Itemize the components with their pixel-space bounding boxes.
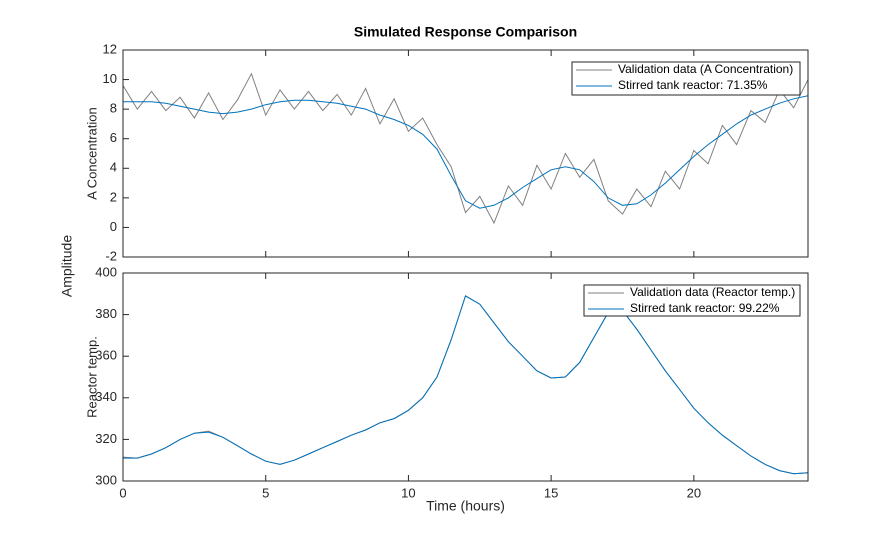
x-axis-label: Time (hours) <box>426 498 505 514</box>
x-tick-label: 15 <box>544 485 558 500</box>
legend-label: Validation data (A Concentration) <box>618 62 793 76</box>
y-tick-label: 12 <box>103 41 117 56</box>
legend-label: Validation data (Reactor temp.) <box>630 285 795 299</box>
x-tick-label: 5 <box>262 485 269 500</box>
y-tick-label: 380 <box>95 306 117 321</box>
y-tick-label: 10 <box>103 71 117 86</box>
y-tick-label: 320 <box>95 431 117 446</box>
y-tick-label: 6 <box>110 130 117 145</box>
legend-box <box>583 284 801 317</box>
axes-box <box>122 49 809 258</box>
series-line <box>123 295 809 475</box>
figure-y-label: Amplitude <box>59 235 75 297</box>
x-tick-label: 20 <box>687 485 701 500</box>
y-axis-label: A Concentration <box>84 107 99 200</box>
y-tick-label: 300 <box>95 472 117 487</box>
y-tick-label: 8 <box>110 101 117 116</box>
y-tick-label: 340 <box>95 389 117 404</box>
axes-box <box>122 272 809 482</box>
x-tick-label: 0 <box>119 485 126 500</box>
chart-title: Simulated Response Comparison <box>354 24 577 40</box>
legend-label: Stirred tank reactor: 99.22% <box>630 301 780 315</box>
series-line <box>123 95 809 209</box>
y-tick-label: 2 <box>110 189 117 204</box>
series-line <box>122 72 809 225</box>
y-tick-label: 0 <box>110 219 117 234</box>
legend-label: Stirred tank reactor: 71.35% <box>618 78 768 92</box>
x-tick-label: 10 <box>401 485 415 500</box>
y-tick-label: 360 <box>95 348 117 363</box>
y-axis-label: Reactor temp. <box>84 336 99 418</box>
y-tick-label: 400 <box>95 264 117 279</box>
y-tick-label: -2 <box>105 248 117 263</box>
legend-box <box>571 61 801 96</box>
y-tick-label: 4 <box>110 160 117 175</box>
